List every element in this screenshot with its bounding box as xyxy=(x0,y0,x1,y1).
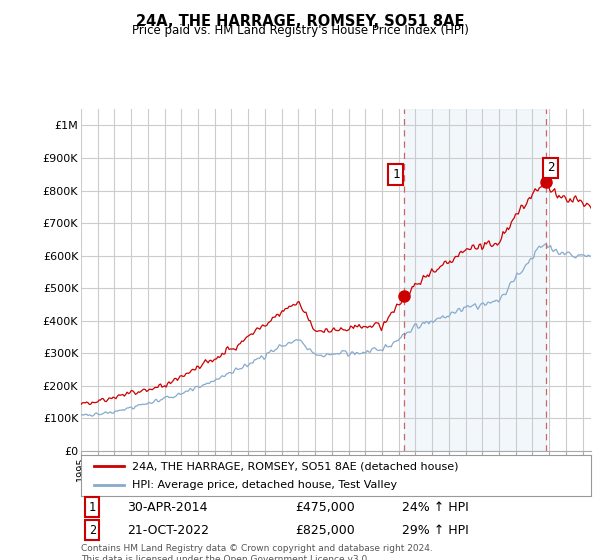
Text: 2: 2 xyxy=(547,161,554,174)
Text: 2: 2 xyxy=(89,524,96,537)
Text: 1: 1 xyxy=(89,501,96,514)
Text: Contains HM Land Registry data © Crown copyright and database right 2024.
This d: Contains HM Land Registry data © Crown c… xyxy=(81,544,433,560)
Text: HPI: Average price, detached house, Test Valley: HPI: Average price, detached house, Test… xyxy=(132,480,397,489)
Text: 24A, THE HARRAGE, ROMSEY, SO51 8AE: 24A, THE HARRAGE, ROMSEY, SO51 8AE xyxy=(136,14,464,29)
Text: 29% ↑ HPI: 29% ↑ HPI xyxy=(403,524,469,537)
Text: £475,000: £475,000 xyxy=(295,501,355,514)
Text: £825,000: £825,000 xyxy=(295,524,355,537)
Text: 24% ↑ HPI: 24% ↑ HPI xyxy=(403,501,469,514)
Text: 24A, THE HARRAGE, ROMSEY, SO51 8AE (detached house): 24A, THE HARRAGE, ROMSEY, SO51 8AE (deta… xyxy=(132,461,458,471)
Text: Price paid vs. HM Land Registry's House Price Index (HPI): Price paid vs. HM Land Registry's House … xyxy=(131,24,469,36)
Bar xyxy=(404,109,546,451)
Text: 21-OCT-2022: 21-OCT-2022 xyxy=(127,524,209,537)
Text: 1: 1 xyxy=(392,168,400,181)
Text: 30-APR-2014: 30-APR-2014 xyxy=(127,501,208,514)
